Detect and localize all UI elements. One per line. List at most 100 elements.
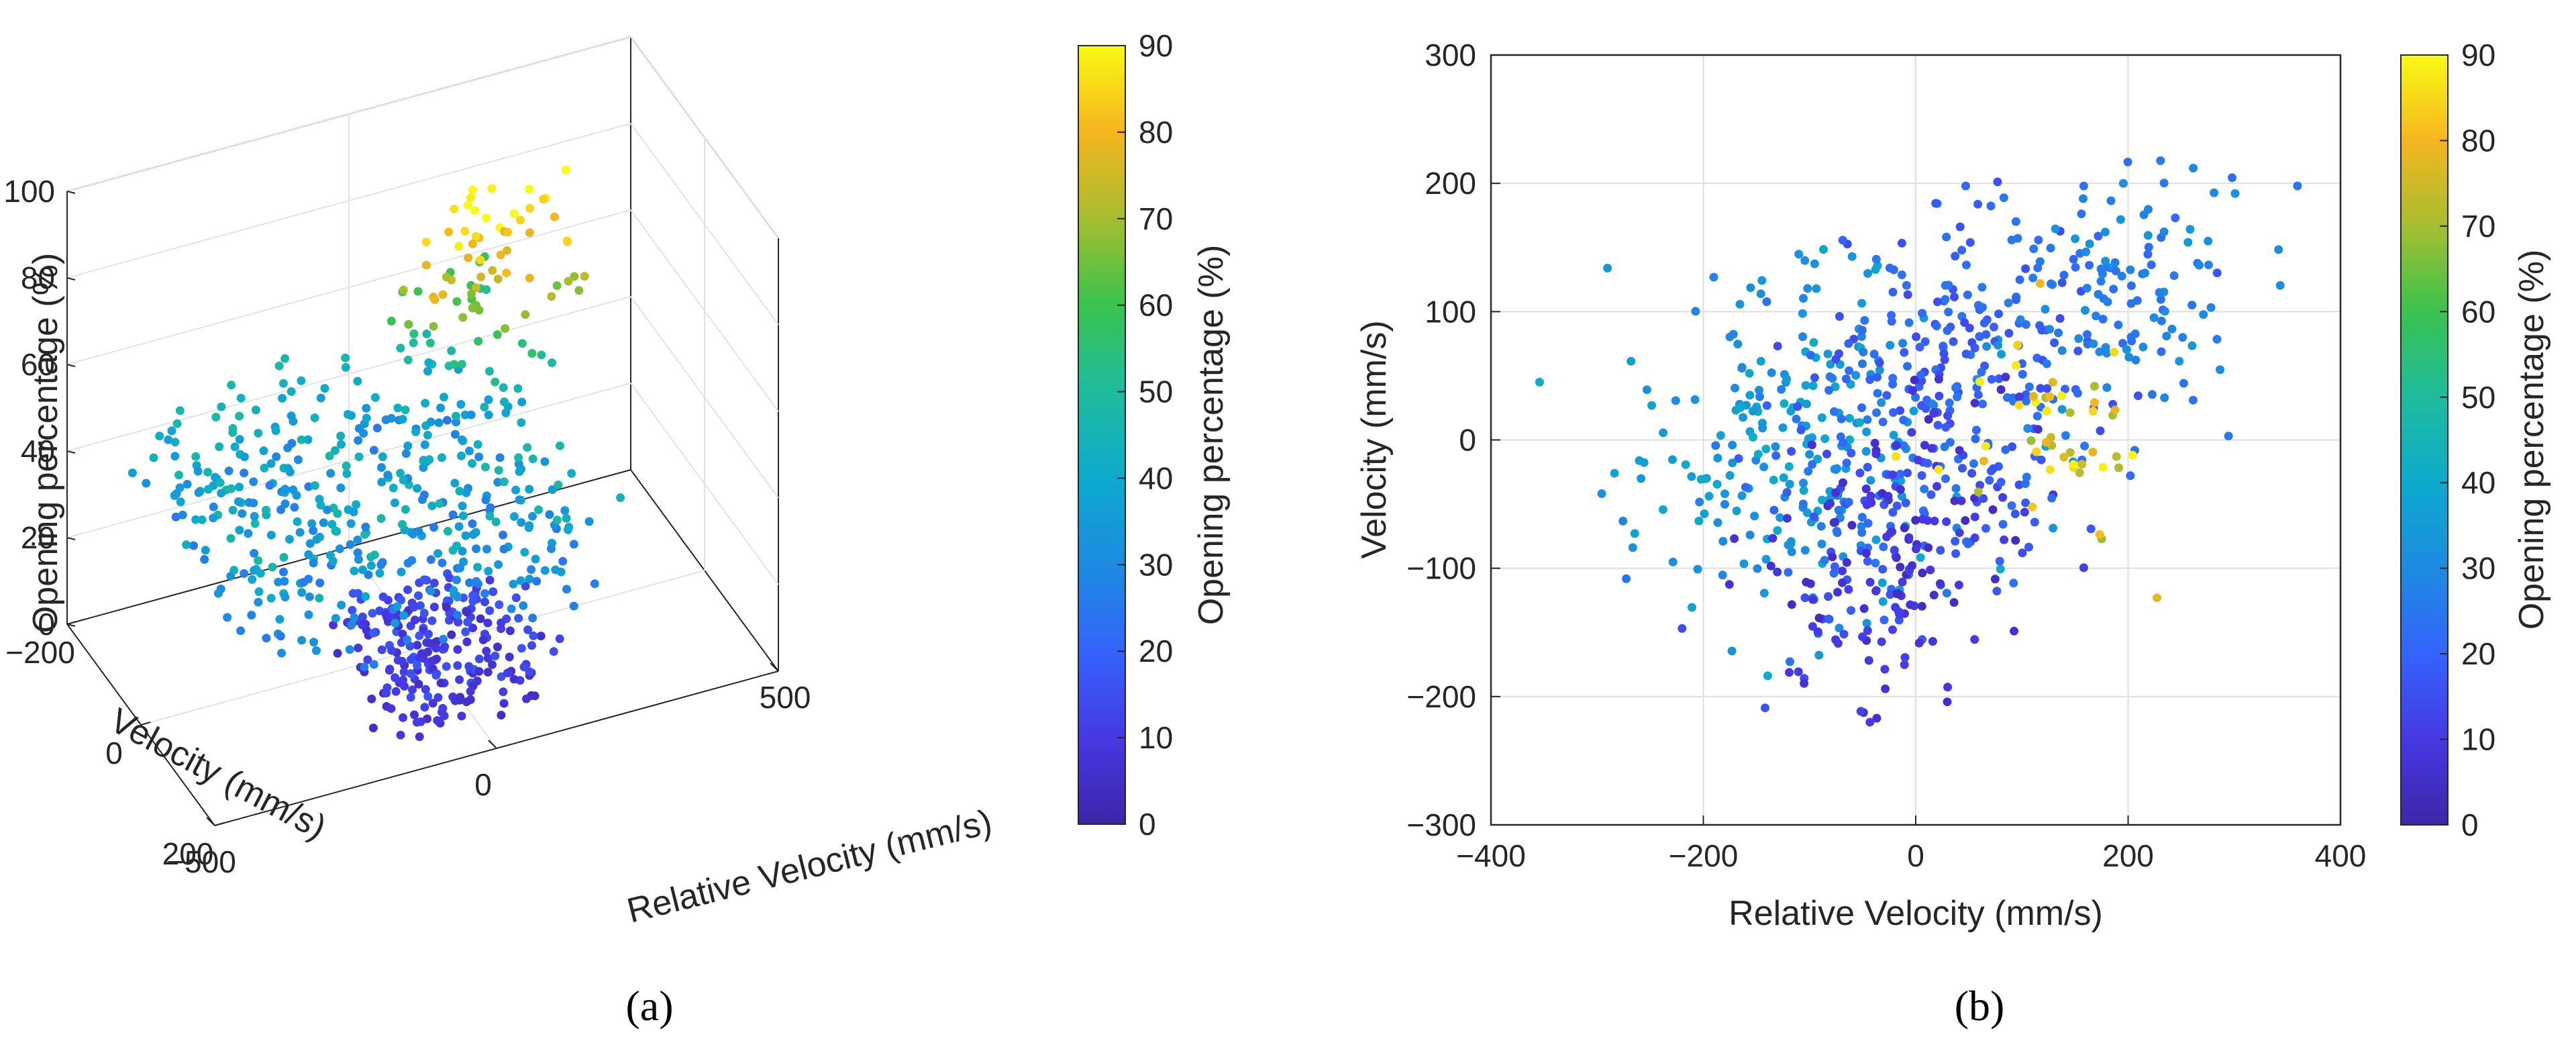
panel-b-point	[1668, 557, 1678, 566]
panel-a-point	[453, 593, 462, 602]
panel-a-point	[399, 285, 408, 295]
panel-b-point	[1879, 542, 1888, 552]
panel-b-point	[1950, 293, 1959, 301]
panel-a-point	[464, 201, 473, 209]
panel-a-point	[447, 630, 456, 640]
caption-b: (b)	[1955, 982, 2005, 1030]
panel-a-point	[403, 558, 413, 568]
panel-b-point	[1970, 533, 1979, 542]
panel-b-point	[2212, 268, 2222, 278]
panel-b-point	[1845, 435, 1855, 444]
panel-b-point	[1951, 484, 1961, 493]
panel-b-point	[1878, 564, 1888, 574]
panel-a-point	[304, 550, 313, 559]
panel-b-point	[1889, 265, 1898, 275]
panel-b-point	[1963, 290, 1972, 299]
panel-a-xtick	[206, 817, 215, 826]
panel-a-point	[525, 185, 534, 194]
panel-a-point	[372, 424, 382, 433]
panel-b-point	[1793, 402, 1802, 411]
panel-b-point	[2054, 328, 2063, 338]
panel-a-point	[433, 693, 443, 702]
panel-a-point	[476, 272, 486, 282]
panel-a-point	[488, 587, 498, 597]
panel-b-point	[2092, 311, 2101, 321]
panel-b-point	[2029, 244, 2039, 254]
panel-b-point	[1671, 396, 1680, 405]
panel-b-point	[2147, 390, 2157, 399]
panel-b-point	[2013, 340, 2022, 350]
panel-a-point	[485, 511, 495, 521]
panel-b-point	[1610, 468, 1619, 478]
panel-b-point	[1694, 516, 1704, 526]
panel-a-point	[495, 453, 505, 462]
panel-b-point	[2101, 343, 2110, 352]
panel-a-point	[353, 377, 362, 386]
panel-b-point	[1978, 303, 1987, 312]
panel-a-point	[262, 505, 270, 515]
panel-b-point	[2128, 450, 2137, 460]
panel-a-point	[462, 607, 471, 617]
panel-a-point	[528, 613, 537, 623]
panel-a-point	[420, 440, 429, 450]
panel-a-point	[529, 631, 538, 640]
panel-b-point	[1756, 356, 1765, 366]
panel-a-point	[280, 577, 289, 586]
panel-b-point	[1935, 391, 1944, 401]
panel-b-point	[2047, 493, 2057, 503]
panel-b-colorbar	[2400, 54, 2449, 826]
panel-b-point	[1892, 589, 1902, 599]
panel-b-point	[2139, 210, 2149, 219]
panel-b-point	[2274, 245, 2283, 254]
panel-b-point	[1943, 697, 1952, 707]
panel-a-point	[274, 361, 284, 370]
panel-b-point	[1857, 513, 1867, 522]
panel-a-point	[193, 466, 203, 476]
panel-b-point	[1750, 511, 1759, 521]
panel-a-point	[488, 660, 497, 669]
panel-b-point	[1808, 595, 1818, 604]
panel-b-point	[1871, 535, 1881, 544]
panel-a-point	[250, 511, 259, 521]
panel-a-point	[562, 513, 571, 523]
panel-b-point	[1890, 546, 1899, 555]
panel-b-point	[1769, 475, 1778, 485]
panel-a-point	[511, 485, 521, 495]
panel-a-point	[346, 519, 356, 528]
panel-b-point	[2007, 501, 2016, 510]
panel-a-point	[310, 413, 319, 422]
panel-a-point	[515, 495, 524, 505]
panel-b-point	[2047, 279, 2055, 289]
panel-a-point	[393, 403, 403, 413]
panel-a-point	[342, 469, 352, 479]
panel-b-point	[2049, 524, 2058, 533]
panel-b-point	[1693, 564, 1702, 574]
panel-b-xtick-label: 0	[1907, 838, 1924, 873]
panel-a-point	[366, 552, 376, 562]
panel-a-colorbar	[1078, 45, 1126, 825]
panel-a-point	[434, 418, 444, 428]
panel-b-point	[2079, 563, 2088, 573]
panel-a-point	[503, 246, 511, 255]
panel-a-point	[377, 477, 387, 487]
panel-b-point	[1888, 507, 1898, 517]
panel-a-point	[176, 497, 185, 507]
panel-b-point	[2037, 455, 2046, 464]
panel-a-point	[266, 530, 276, 540]
panel-b-point	[1814, 650, 1824, 660]
panel-b-point	[1809, 338, 1818, 347]
panel-a-point	[515, 215, 525, 225]
panel-b-point	[1982, 315, 1992, 324]
panel-b-point	[2012, 360, 2020, 370]
panel-a-point	[347, 620, 356, 630]
panel-a-point	[457, 451, 466, 460]
panel-a-point	[440, 393, 448, 402]
panel-a-colorbar-tick-label: 0	[1139, 807, 1156, 842]
panel-b-point	[1955, 222, 1965, 232]
panel-b-point	[1863, 268, 1872, 278]
panel-b-point	[1817, 540, 1826, 548]
panel-a-point	[517, 644, 526, 653]
panel-a-point	[358, 565, 368, 575]
panel-b-point	[1799, 479, 1808, 488]
